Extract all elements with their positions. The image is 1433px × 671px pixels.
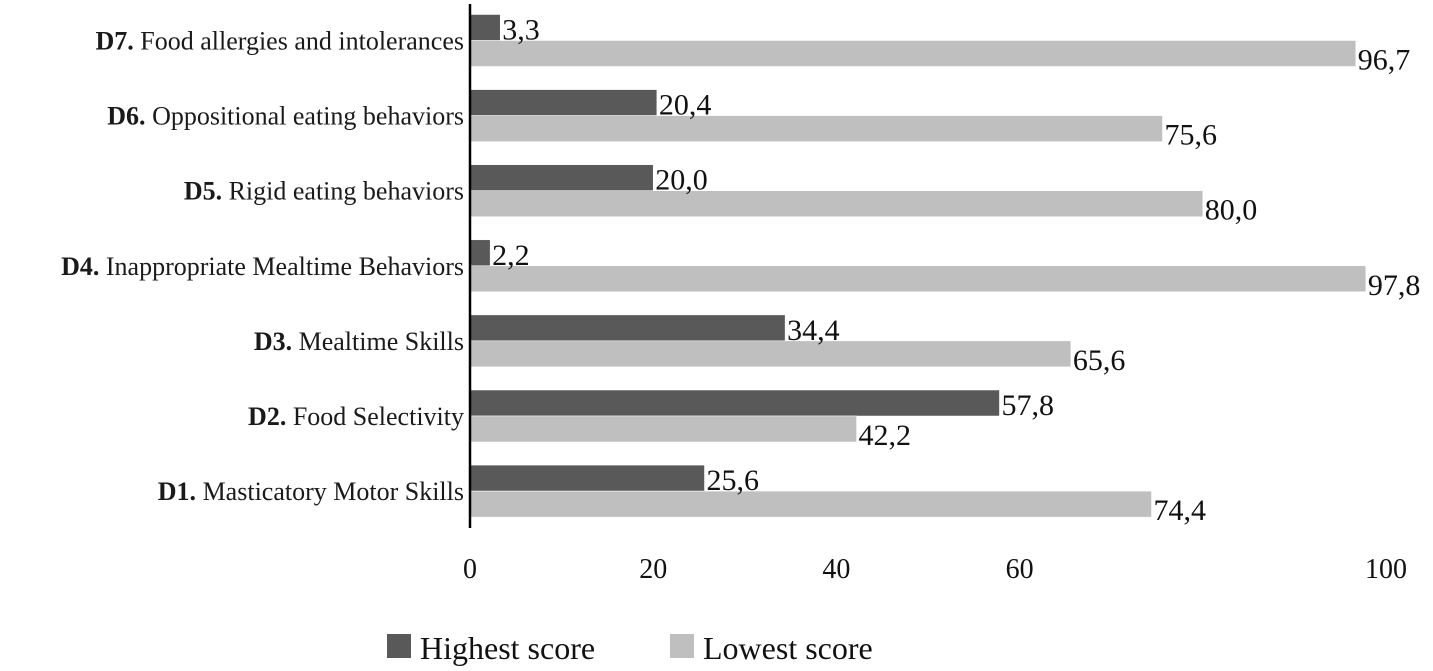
category-name: Rigid eating behaviors (222, 177, 464, 206)
value-labels: 3,3 96,7 20,4 75,6 20,0 80,0 2,2 97,8 34,4 65,6 57… (492, 14, 1420, 528)
category-name: Oppositional eating behaviors (146, 102, 464, 131)
category-label: D6. Oppositional eating behaviors (107, 102, 464, 131)
category-code: D4. (61, 252, 99, 281)
bar-lowest-score (469, 490, 1152, 518)
data-label-highest: 25,6 (706, 464, 759, 497)
x-tick-labels: 0 20 40 60 100 (463, 554, 1407, 585)
x-tick-label: 100 (1365, 554, 1407, 585)
data-label-highest: 34,4 (787, 314, 840, 347)
category-code: D7. (96, 27, 134, 56)
legend-swatch-highest (387, 634, 411, 658)
category-label: D4. Inappropriate Mealtime Behaviors (61, 252, 464, 281)
data-label-lowest: 75,6 (1164, 119, 1217, 152)
category-code: D6. (107, 102, 145, 131)
bar-lowest-score (469, 265, 1367, 293)
bars-group (469, 14, 1367, 518)
category-code: D5. (184, 177, 222, 206)
data-label-highest: 2,2 (492, 239, 529, 272)
x-tick-label: 20 (639, 554, 667, 585)
category-code: D3. (254, 327, 292, 356)
category-name: Mealtime Skills (292, 327, 464, 356)
x-tick-label: 40 (822, 554, 850, 585)
bar-highest-score (469, 14, 501, 41)
data-label-lowest: 74,4 (1154, 494, 1207, 527)
bar-highest-score (469, 464, 705, 492)
data-label-lowest: 96,7 (1358, 44, 1411, 77)
data-label-lowest: 80,0 (1205, 194, 1258, 227)
legend-label-highest: Highest score (420, 630, 595, 666)
x-tick-label: 0 (463, 554, 477, 585)
category-label: D5. Rigid eating behaviors (184, 177, 464, 206)
category-label: D2. Food Selectivity (248, 402, 464, 431)
data-label-highest: 57,8 (1001, 389, 1054, 422)
data-label-highest: 20,0 (655, 164, 708, 197)
data-label-lowest: 65,6 (1073, 344, 1126, 377)
bar-lowest-score (469, 190, 1204, 217)
legend-label-lowest: Lowest score (703, 630, 873, 666)
category-label: D3. Mealtime Skills (254, 327, 464, 356)
legend-swatch-lowest (670, 634, 694, 658)
bar-lowest-score (469, 415, 857, 443)
category-label: D1. Masticatory Motor Skills (158, 477, 464, 506)
data-label-highest: 20,4 (659, 89, 712, 122)
category-name: Food allergies and intolerances (134, 27, 464, 56)
bar-lowest-score (469, 115, 1163, 142)
bar-highest-score (469, 314, 786, 342)
data-label-lowest: 42,2 (859, 419, 912, 452)
category-label: D7. Food allergies and intolerances (96, 27, 465, 56)
category-name: Food Selectivity (286, 402, 464, 431)
category-name: Masticatory Motor Skills (196, 477, 464, 506)
bar-highest-score (469, 239, 491, 267)
legend: Highest score Lowest score (387, 630, 873, 666)
bar-highest-score (469, 389, 1000, 417)
bar-lowest-score (469, 40, 1357, 67)
category-labels: D7. Food allergies and intolerances D6. O… (61, 27, 464, 507)
category-code: D2. (248, 402, 286, 431)
x-tick-label: 60 (1006, 554, 1034, 585)
category-code: D1. (158, 477, 196, 506)
bar-highest-score (469, 164, 654, 191)
bar-highest-score (469, 89, 658, 116)
bar-lowest-score (469, 340, 1072, 368)
category-name: Inappropriate Mealtime Behaviors (99, 252, 464, 281)
data-label-lowest: 97,8 (1368, 269, 1421, 302)
data-label-highest: 3,3 (502, 14, 540, 47)
